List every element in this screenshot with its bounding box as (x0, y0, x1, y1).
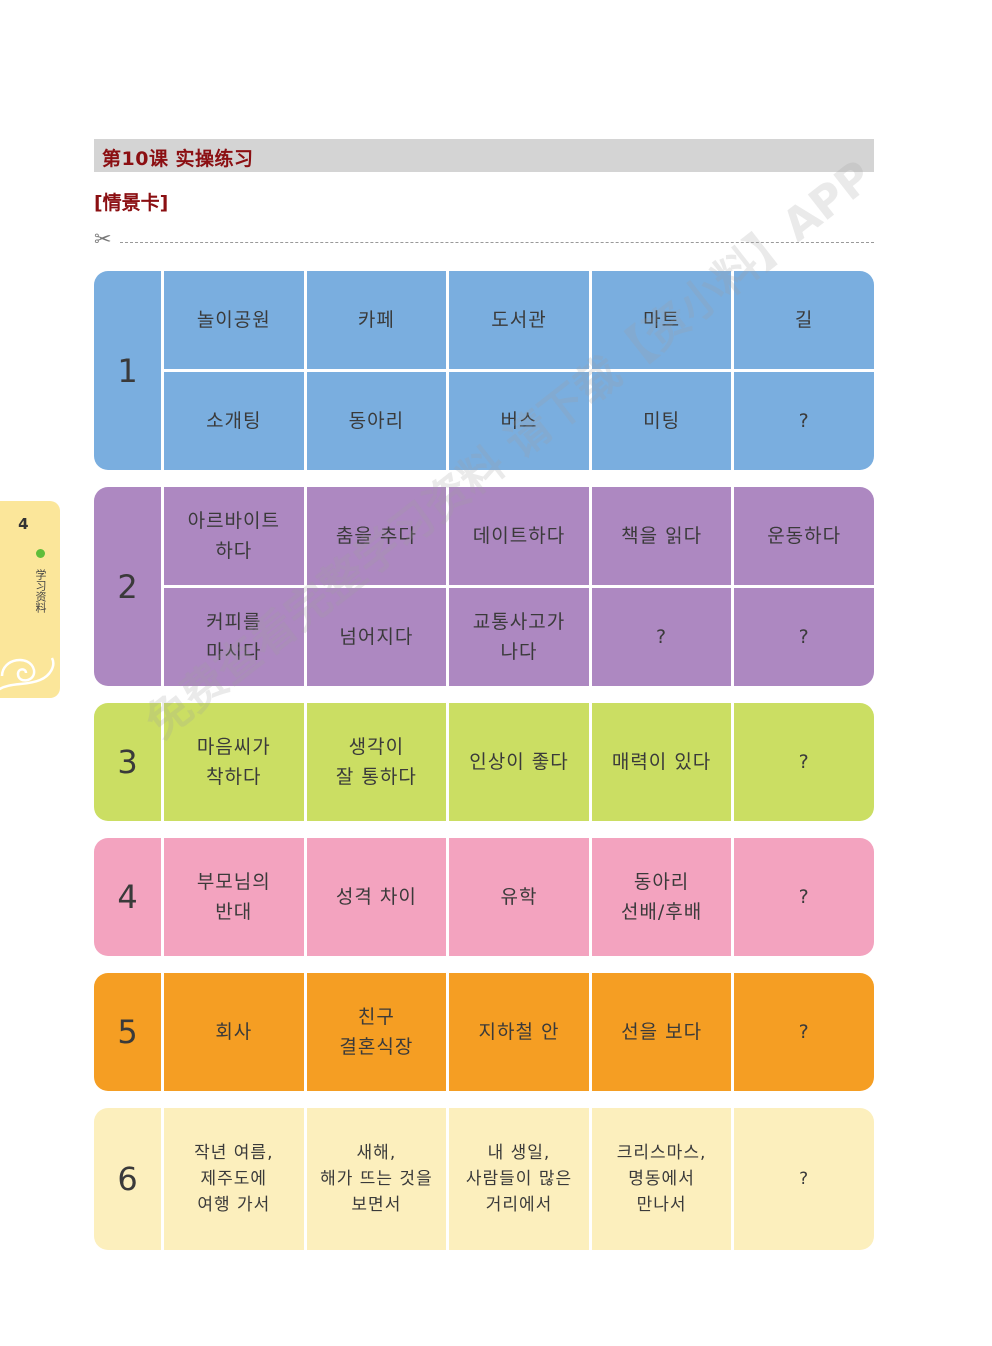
card-cell: 운동하다 (731, 487, 874, 585)
card-cell: 선을 보다 (588, 973, 732, 1091)
card-cell: 넘어지다 (303, 588, 447, 686)
card-number: 3 (94, 703, 164, 821)
card-cell: ? (731, 703, 874, 821)
card-row: 작년 여름, 제주도에 여행 가서 새해, 해가 뜨는 것을 보면서 내 생일, 사… (164, 1108, 874, 1250)
card-cell: 회사 (215, 1021, 253, 1043)
card-row: 아르바이트 하다 춤을 추다 데이트하다 책을 읽다 운동하다 (164, 487, 874, 585)
lesson-title: 第10课 实操练习 (102, 148, 254, 170)
scissors-icon: ✂ (94, 227, 112, 251)
card-cell: ? (588, 588, 732, 686)
card-cell: 매력이 있다 (588, 703, 732, 821)
card-grid: 마음씨가 착하다 생각이 잘 통하다 인상이 좋다 매력이 있다? (164, 703, 874, 821)
card-cell: 놀이공원 (196, 309, 271, 331)
card-number: 2 (94, 487, 164, 686)
card-cell: 커피를 마시다 (206, 611, 262, 663)
page-number: 4 (18, 515, 29, 533)
card-cell: 친구 결혼식장 (303, 973, 447, 1091)
card-grid: 부모님의 반대 성격 차이 유학 동아리 선배/후배? (164, 838, 874, 956)
card-cell: ? (731, 1108, 874, 1250)
card-cell: 크리스마스, 명동에서 만나서 (588, 1108, 732, 1250)
card-cell: 미팅 (588, 372, 732, 470)
card-cell: 도서관 (446, 271, 589, 369)
card-grid: 작년 여름, 제주도에 여행 가서 새해, 해가 뜨는 것을 보면서 내 생일, 사… (164, 1108, 874, 1250)
card-row: 부모님의 반대 성격 차이 유학 동아리 선배/후배? (164, 838, 874, 956)
card-row: 소개팅 동아리 버스 미팅? (164, 369, 874, 470)
card-cell: 춤을 추다 (303, 487, 447, 585)
card-number: 6 (94, 1108, 164, 1250)
card-number: 4 (94, 838, 164, 956)
card-cell: 마트 (588, 271, 732, 369)
scenario-card-4: 4 부모님의 반대 성격 차이 유학 동아리 선배/후배? (94, 838, 874, 956)
card-cell: 작년 여름, 제주도에 여행 가서 (194, 1143, 274, 1215)
side-tab-label: 学习资料 (34, 569, 47, 613)
card-cell: 소개팅 (206, 410, 262, 432)
card-cell: 동아리 (303, 372, 447, 470)
card-cell: 부모님의 반대 (196, 871, 271, 923)
dashed-divider (120, 242, 874, 243)
card-cell: 새해, 해가 뜨는 것을 보면서 (303, 1108, 447, 1250)
card-cell: 성격 차이 (303, 838, 447, 956)
card-grid: 회사 친구 결혼식장 지하철 안 선을 보다? (164, 973, 874, 1091)
card-row: 회사 친구 결혼식장 지하철 안 선을 보다? (164, 973, 874, 1091)
card-cell: 카페 (303, 271, 447, 369)
card-cell: 길 (731, 271, 874, 369)
side-tab: 4 学习资料 (0, 501, 60, 698)
scenario-card-3: 3 마음씨가 착하다 생각이 잘 통하다 인상이 좋다 매력이 있다? (94, 703, 874, 821)
scenario-card-6: 6 작년 여름, 제주도에 여행 가서 새해, 해가 뜨는 것을 보면서 내 생일, … (94, 1108, 874, 1250)
card-cell: 책을 읽다 (588, 487, 732, 585)
card-row: 커피를 마시다 넘어지다 교통사고가 나다?? (164, 585, 874, 686)
card-cell: 유학 (446, 838, 589, 956)
card-cell: 데이트하다 (446, 487, 589, 585)
card-row: 마음씨가 착하다 생각이 잘 통하다 인상이 좋다 매력이 있다? (164, 703, 874, 821)
cut-line: ✂ (94, 227, 874, 252)
card-cell: 인상이 좋다 (446, 703, 589, 821)
lesson-header-bar: 第10课 实操练习 (94, 139, 874, 172)
card-cell: 교통사고가 나다 (446, 588, 589, 686)
scenario-card-5: 5 회사 친구 결혼식장 지하철 안 선을 보다? (94, 973, 874, 1091)
card-cell: 생각이 잘 통하다 (303, 703, 447, 821)
card-row: 놀이공원 카페 도서관 마트 길 (164, 271, 874, 369)
section-subtitle: [情景卡] (94, 192, 169, 214)
card-number: 5 (94, 973, 164, 1091)
card-cell: ? (731, 372, 874, 470)
card-cell: 지하철 안 (446, 973, 589, 1091)
card-cell: 마음씨가 착하다 (196, 736, 271, 788)
card-cell: 버스 (446, 372, 589, 470)
card-cell: ? (731, 588, 874, 686)
green-dot-icon (36, 549, 45, 558)
cloud-swirl-icon (0, 657, 55, 691)
card-cell: ? (731, 838, 874, 956)
card-number: 1 (94, 271, 164, 470)
card-cell: ? (731, 973, 874, 1091)
card-cell: 내 생일, 사람들이 많은 거리에서 (446, 1108, 589, 1250)
card-cell: 아르바이트 하다 (187, 510, 280, 562)
card-cell: 동아리 선배/후배 (588, 838, 732, 956)
